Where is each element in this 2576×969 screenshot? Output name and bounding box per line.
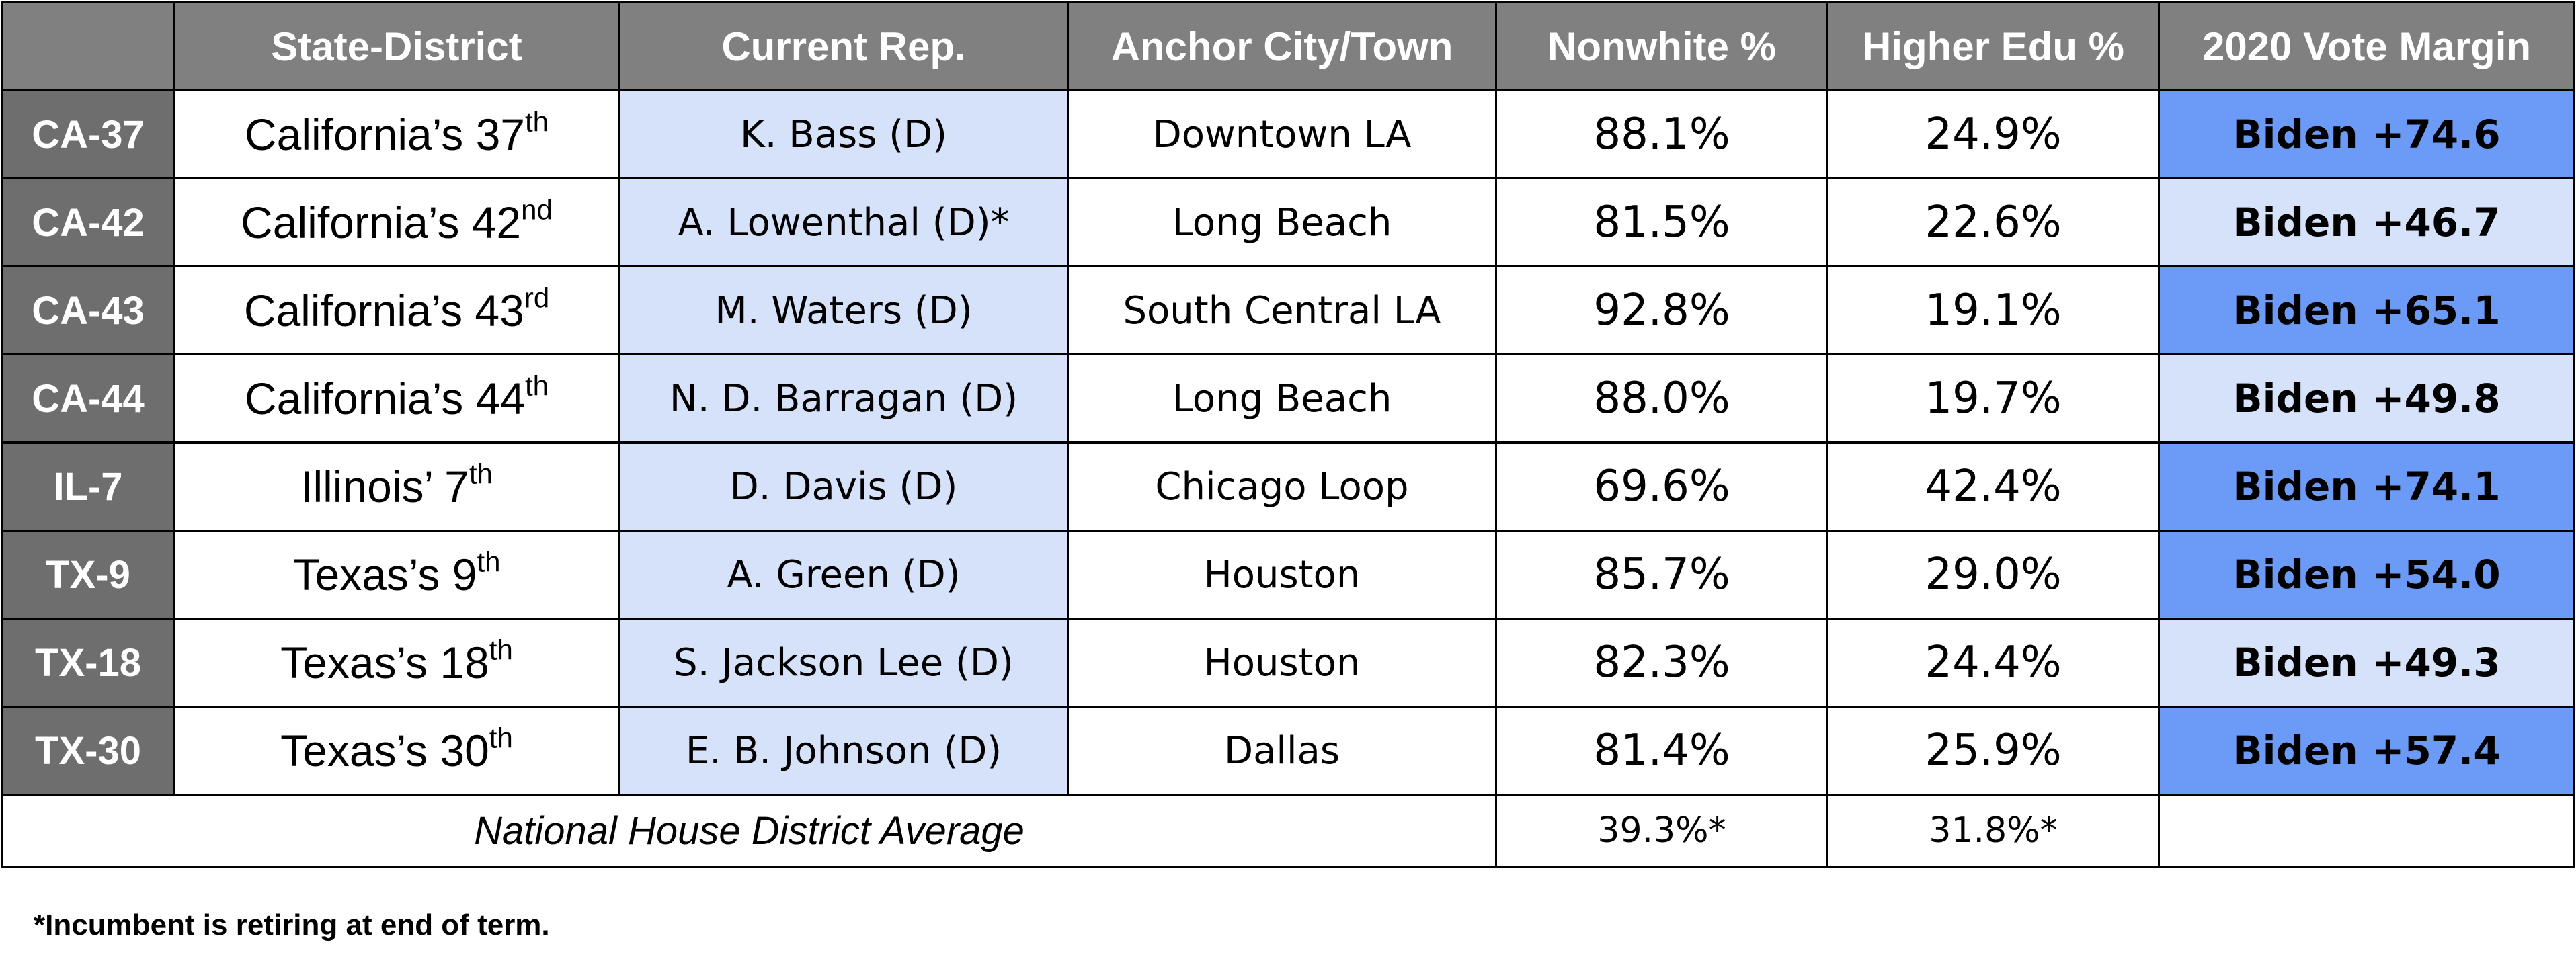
district-code: CA-42 xyxy=(1,177,175,267)
current-rep: N. D. Barragan (D) xyxy=(618,353,1069,444)
higher-edu-pct: 42.4% xyxy=(1826,441,2160,532)
district-name: California’s 42nd xyxy=(173,177,620,267)
anchor-city: Chicago Loop xyxy=(1067,441,1497,532)
ordinal-suffix: th xyxy=(524,370,549,402)
higher-edu-pct: 24.9% xyxy=(1826,89,2160,179)
current-rep: A. Lowenthal (D)* xyxy=(618,177,1069,267)
higher-edu-pct: 25.9% xyxy=(1826,706,2160,796)
header-current-rep: Current Rep. xyxy=(618,1,1069,91)
nonwhite-pct: 81.4% xyxy=(1495,706,1828,796)
current-rep: A. Green (D) xyxy=(618,530,1069,620)
table-row: TX-18 Texas’s 18th S. Jackson Lee (D) Houst… xyxy=(1,618,2575,708)
district-name: Texas’s 30th xyxy=(173,706,620,796)
vote-margin: Biden +74.6 xyxy=(2158,89,2575,179)
higher-edu-pct: 19.7% xyxy=(1826,353,2160,444)
district-name-text: California’s 37 xyxy=(244,110,525,159)
district-code: TX-30 xyxy=(1,706,175,796)
ordinal-suffix: th xyxy=(524,106,549,138)
table-body: CA-37 California’s 37th K. Bass (D) Downtow… xyxy=(1,89,2575,796)
vote-margin: Biden +46.7 xyxy=(2158,177,2575,267)
district-code: TX-9 xyxy=(1,530,175,620)
average-label: National House District Average xyxy=(1,794,1497,868)
anchor-city: Houston xyxy=(1067,530,1497,620)
district-name: Illinois’ 7th xyxy=(173,441,620,532)
higher-edu-pct: 22.6% xyxy=(1826,177,2160,267)
nonwhite-pct: 92.8% xyxy=(1495,265,1828,355)
district-name-text: Illinois’ 7 xyxy=(300,462,469,511)
header-code xyxy=(1,1,175,91)
district-name-text: California’s 43 xyxy=(243,286,524,335)
current-rep: S. Jackson Lee (D) xyxy=(618,618,1069,708)
table-row: TX-30 Texas’s 30th E. B. Johnson (D) Dallas… xyxy=(1,706,2575,796)
table-row: CA-44 California’s 44th N. D. Barragan (D)… xyxy=(1,353,2575,444)
nonwhite-pct: 88.0% xyxy=(1495,353,1828,444)
district-name: Texas’s 9th xyxy=(173,530,620,620)
current-rep: K. Bass (D) xyxy=(618,89,1069,179)
average-nonwhite: 39.3%* xyxy=(1495,794,1828,868)
district-name-text: Texas’s 18 xyxy=(280,638,489,687)
table-row: CA-42 California’s 42nd A. Lowenthal (D)* L… xyxy=(1,177,2575,267)
vote-margin: Biden +49.8 xyxy=(2158,353,2575,444)
anchor-city: South Central LA xyxy=(1067,265,1497,355)
district-code: IL-7 xyxy=(1,441,175,532)
nonwhite-pct: 85.7% xyxy=(1495,530,1828,620)
header-higher-edu: Higher Edu % xyxy=(1826,1,2160,91)
anchor-city: Long Beach xyxy=(1067,177,1497,267)
nonwhite-pct: 81.5% xyxy=(1495,177,1828,267)
average-margin-empty xyxy=(2158,794,2575,868)
header-anchor-city: Anchor City/Town xyxy=(1067,1,1497,91)
vote-margin: Biden +57.4 xyxy=(2158,706,2575,796)
ordinal-suffix: th xyxy=(469,458,493,490)
district-code: CA-37 xyxy=(1,89,175,179)
district-name: California’s 43rd xyxy=(173,265,620,355)
ordinal-suffix: th xyxy=(477,546,501,578)
district-name: Texas’s 18th xyxy=(173,618,620,708)
current-rep: D. Davis (D) xyxy=(618,441,1069,532)
district-table: State-District Current Rep. Anchor City/… xyxy=(1,1,2575,868)
vote-margin: Biden +65.1 xyxy=(2158,265,2575,355)
ordinal-suffix: th xyxy=(489,634,513,666)
header-state-district: State-District xyxy=(173,1,620,91)
higher-edu-pct: 24.4% xyxy=(1826,618,2160,708)
average-row: National House District Average 39.3%* 3… xyxy=(1,794,2575,868)
current-rep: E. B. Johnson (D) xyxy=(618,706,1069,796)
district-name-text: California’s 44 xyxy=(244,374,525,423)
ordinal-suffix: th xyxy=(489,722,513,754)
anchor-city: Long Beach xyxy=(1067,353,1497,444)
district-code: CA-44 xyxy=(1,353,175,444)
vote-margin: Biden +74.1 xyxy=(2158,441,2575,532)
ordinal-suffix: rd xyxy=(524,282,550,314)
vote-margin: Biden +49.3 xyxy=(2158,618,2575,708)
higher-edu-pct: 29.0% xyxy=(1826,530,2160,620)
header-row: State-District Current Rep. Anchor City/… xyxy=(1,1,2575,91)
header-nonwhite: Nonwhite % xyxy=(1495,1,1828,91)
higher-edu-pct: 19.1% xyxy=(1826,265,2160,355)
district-name-text: Texas’s 9 xyxy=(292,550,477,599)
table-row: TX-9 Texas’s 9th A. Green (D) Houston 85.7% 2… xyxy=(1,530,2575,620)
average-higher-edu: 31.8%* xyxy=(1826,794,2160,868)
table-row: IL-7 Illinois’ 7th D. Davis (D) Chicago Loo… xyxy=(1,441,2575,532)
anchor-city: Dallas xyxy=(1067,706,1497,796)
district-code: CA-43 xyxy=(1,265,175,355)
district-name: California’s 44th xyxy=(173,353,620,444)
footnote: *Incumbent is retiring at end of term. xyxy=(34,909,550,941)
header-vote-margin: 2020 Vote Margin xyxy=(2158,1,2575,91)
table-row: CA-37 California’s 37th K. Bass (D) Downtow… xyxy=(1,89,2575,179)
district-name-text: California’s 42 xyxy=(241,198,522,247)
district-code: TX-18 xyxy=(1,618,175,708)
vote-margin: Biden +54.0 xyxy=(2158,530,2575,620)
current-rep: M. Waters (D) xyxy=(618,265,1069,355)
anchor-city: Houston xyxy=(1067,618,1497,708)
nonwhite-pct: 69.6% xyxy=(1495,441,1828,532)
district-table-container: State-District Current Rep. Anchor City/… xyxy=(1,1,2575,868)
table-row: CA-43 California’s 43rd M. Waters (D) South… xyxy=(1,265,2575,355)
district-name-text: Texas’s 30 xyxy=(280,726,489,775)
nonwhite-pct: 82.3% xyxy=(1495,618,1828,708)
district-name: California’s 37th xyxy=(173,89,620,179)
anchor-city: Downtown LA xyxy=(1067,89,1497,179)
ordinal-suffix: nd xyxy=(521,194,553,226)
nonwhite-pct: 88.1% xyxy=(1495,89,1828,179)
